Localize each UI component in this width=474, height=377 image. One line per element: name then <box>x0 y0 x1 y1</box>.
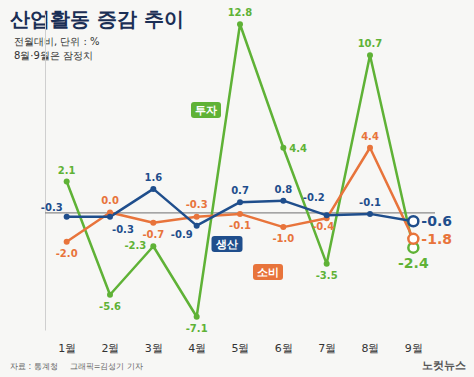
series-tag-label: 생산 <box>215 238 238 251</box>
data-label: -5.6 <box>99 301 121 312</box>
point <box>324 261 330 267</box>
data-label: 10.7 <box>358 38 383 49</box>
chart-container: 산업활동 증감 추이전월대비, 단위 : % 8월·9월은 잠정치 1월 2월 3월 4월… <box>0 0 474 377</box>
data-label: -3.5 <box>316 270 338 281</box>
data-label: -2.0 <box>56 248 78 259</box>
data-label: -0.9 <box>171 229 193 240</box>
data-label: 1.6 <box>144 172 162 183</box>
point <box>237 211 243 217</box>
x-tick: 5월 <box>232 342 250 355</box>
series-line <box>67 24 414 316</box>
point <box>194 214 200 220</box>
data-label: 12.8 <box>228 7 253 18</box>
x-tick-label: 3월 <box>145 342 163 355</box>
series-tag-box <box>212 236 243 252</box>
data-label: -7.1 <box>186 323 208 334</box>
x-tick: 1월 <box>58 342 76 355</box>
source: 자료 : 통계청 <box>10 362 58 371</box>
data-label: 2.1 <box>58 165 76 176</box>
point <box>107 292 113 298</box>
point <box>150 186 156 192</box>
series-tag: 소비 <box>253 264 283 280</box>
data-label: -0.3 <box>112 224 134 235</box>
point <box>367 211 373 217</box>
x-axis: 1월 2월 3월 4월 5월 6월 7월 8월 9월 <box>58 342 423 355</box>
data-label: -0.1 <box>359 197 381 208</box>
point <box>324 212 330 218</box>
data-label: -0.2 <box>303 192 325 203</box>
x-tick-label: 2월 <box>102 342 120 355</box>
point <box>408 216 418 226</box>
point <box>408 234 418 244</box>
x-tick-label: 9월 <box>405 342 423 355</box>
point <box>64 214 70 220</box>
note: 8월·9월은 잠정치 <box>14 50 93 61</box>
data-label: -2.3 <box>124 240 146 251</box>
point <box>194 314 200 320</box>
data-label: -0.6 <box>421 213 452 229</box>
x-tick: 4월 <box>188 342 206 355</box>
point <box>367 52 373 58</box>
series-tag-label: 소비 <box>257 266 279 279</box>
data-label: 0.8 <box>274 184 292 195</box>
data-label: -1.0 <box>272 233 294 244</box>
x-tick-label: 6월 <box>275 342 293 355</box>
x-tick: 6월 <box>275 342 293 355</box>
point <box>150 243 156 249</box>
x-tick-label: 4월 <box>188 342 206 355</box>
x-tick-label: 7월 <box>318 342 336 355</box>
plot-marks <box>64 21 419 319</box>
credit: 그래픽=김성기 기자 <box>70 362 143 371</box>
subtitle: 전월대비, 단위 : % <box>14 36 100 47</box>
background <box>0 0 474 377</box>
point <box>280 198 286 204</box>
x-tick: 8월 <box>362 342 380 355</box>
y-axis <box>45 15 435 331</box>
data-label: -0.4 <box>312 221 334 232</box>
x-tick: 2월 <box>102 342 120 355</box>
data-label: 0.0 <box>101 195 119 206</box>
series-tag-box <box>191 102 221 118</box>
series-tag-label: 투자 <box>195 104 217 117</box>
data-label: -0.3 <box>41 202 63 213</box>
data-label: 4.4 <box>289 143 307 154</box>
point <box>280 145 286 151</box>
x-tick: 3월 <box>145 342 163 355</box>
data-label: -0.7 <box>142 229 164 240</box>
point <box>280 224 286 230</box>
point <box>237 21 243 27</box>
point <box>64 179 70 185</box>
data-label: 0.7 <box>231 185 249 196</box>
data-label: -1.8 <box>421 231 452 247</box>
x-tick: 9월 <box>405 342 423 355</box>
point <box>367 145 373 151</box>
data-label: -0.1 <box>229 220 251 231</box>
x-tick-label: 5월 <box>232 342 250 355</box>
x-tick-label: 1월 <box>58 342 76 355</box>
point <box>194 223 200 229</box>
chart-svg: 산업활동 증감 추이전월대비, 단위 : % 8월·9월은 잠정치 1월 2월 3월 4월… <box>0 0 474 377</box>
y-axis-line <box>45 15 46 331</box>
series-line <box>67 148 414 242</box>
point <box>107 214 113 220</box>
data-label: -0.3 <box>186 199 208 210</box>
series-tag: 생산 <box>212 236 243 252</box>
logo: 노컷뉴스 <box>422 359 466 372</box>
data-label: -2.4 <box>398 255 429 271</box>
x-tick-label: 8월 <box>362 342 380 355</box>
point <box>150 220 156 226</box>
point <box>237 199 243 205</box>
data-label: 4.4 <box>361 131 379 142</box>
series-tag: 투자 <box>191 102 221 118</box>
x-tick: 7월 <box>318 342 336 355</box>
point <box>64 239 70 245</box>
title: 산업활동 증감 추이 <box>10 7 184 31</box>
data-labels: -0.3 -0.3 1.6 -0.9 0.7 0.8 -0.2 -0.1 -0.6 -2.0 0.0… <box>41 7 452 333</box>
series-tag-box <box>253 264 283 280</box>
